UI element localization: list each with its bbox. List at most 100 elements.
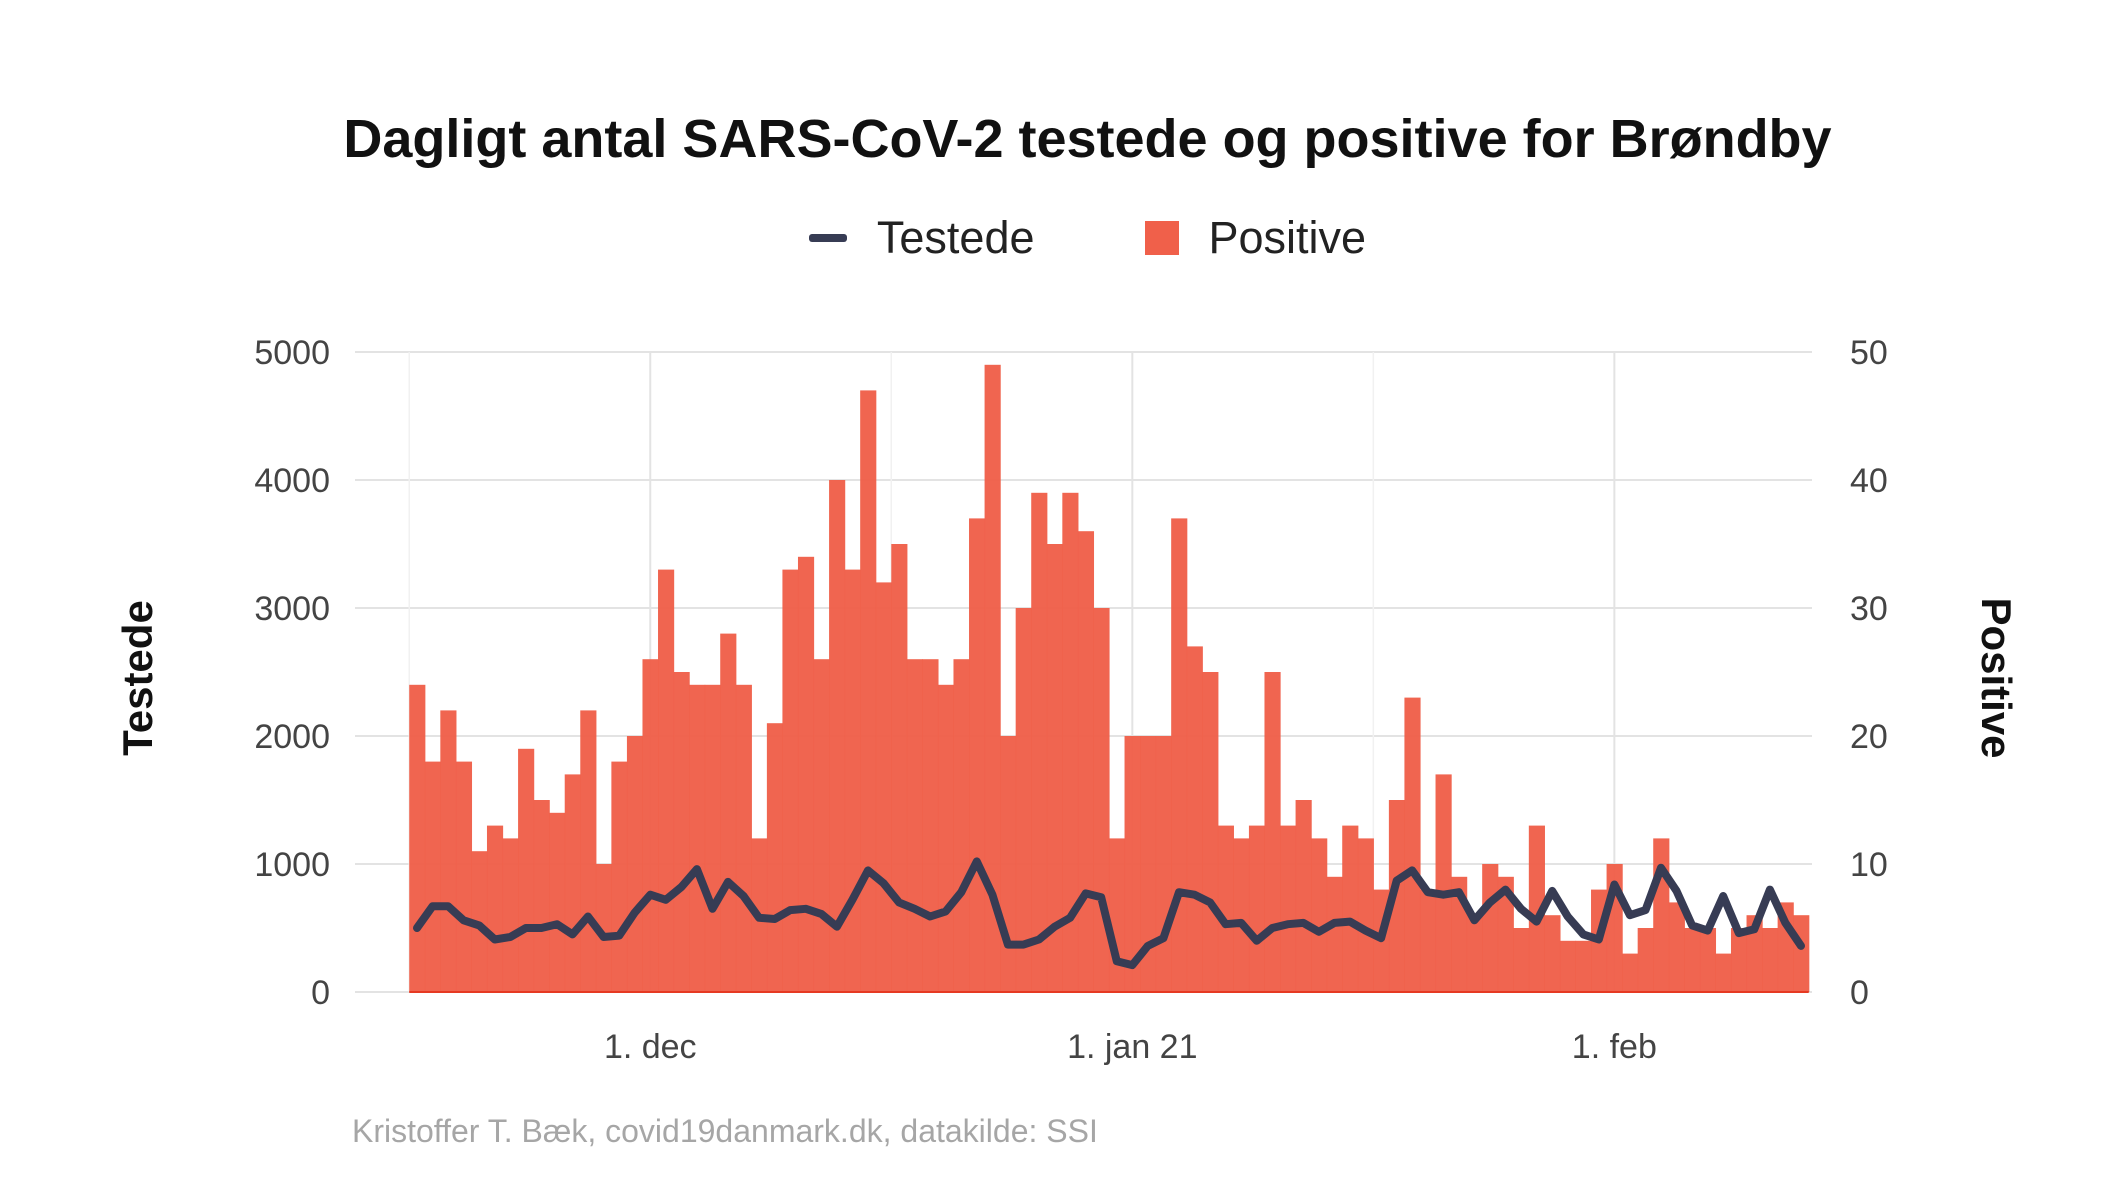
- bar-positive: [937, 684, 955, 992]
- bar-positive: [1544, 915, 1561, 992]
- bar-positive: [953, 659, 970, 992]
- bar-positive: [766, 723, 784, 992]
- x-tick-label: 1. jan 21: [1067, 1028, 1197, 1066]
- bar-positive: [1497, 876, 1514, 992]
- bar-positive: [626, 736, 644, 992]
- bar-positive: [1217, 825, 1234, 992]
- bar-positive: [1793, 915, 1810, 992]
- bar-positive: [1264, 672, 1281, 992]
- bar-positive: [704, 684, 721, 992]
- bar-positive: [891, 544, 908, 992]
- bar-positive: [1124, 736, 1141, 992]
- bar-positive: [1746, 915, 1763, 992]
- bar-positive: [1000, 736, 1017, 992]
- bar-positive: [829, 480, 846, 992]
- y-axis-title-left: Testede: [114, 600, 161, 756]
- bar-positive: [1202, 672, 1219, 992]
- bar-positive: [1684, 928, 1701, 992]
- bar-positive: [1186, 646, 1203, 992]
- bar-positive: [1715, 953, 1732, 992]
- bar-positive: [1077, 531, 1095, 992]
- bar-positive: [689, 684, 706, 992]
- axis-labels: 0 1000 2000 3000 4000 5000 0 10 20 30 40 50 1. dec 1.…: [254, 334, 1887, 1066]
- bar-positive: [673, 672, 690, 992]
- bar-positive: [1653, 838, 1670, 992]
- y-tick-label-left: 5000: [254, 334, 330, 372]
- x-tick-label: 1. dec: [604, 1028, 697, 1066]
- bar-positive: [1730, 928, 1748, 992]
- bar-positive: [860, 390, 877, 992]
- bar-positive: [549, 812, 566, 992]
- bar-positive: [533, 800, 550, 992]
- caption: Kristoffer T. Bæk, covid19danmark.dk, da…: [352, 1113, 1098, 1149]
- bar-positive: [969, 518, 986, 992]
- y-axis-title-right: Positive: [1973, 597, 2020, 758]
- bar-positive: [1388, 800, 1406, 992]
- bar-positive: [875, 582, 892, 992]
- bar-positive: [1559, 940, 1577, 992]
- bar-positive: [1466, 915, 1483, 992]
- legend-label-positive: Positive: [1208, 212, 1367, 263]
- legend-item-testede: Testede: [808, 212, 1035, 264]
- bar-positive: [735, 684, 752, 992]
- bar-positive: [595, 864, 612, 992]
- testede-line: [413, 857, 1805, 970]
- bar-positive: [1575, 940, 1592, 992]
- y-tick-label-left: 4000: [254, 462, 330, 500]
- x-tick-label: 1. feb: [1572, 1028, 1657, 1066]
- bar-positive: [1699, 928, 1717, 992]
- legend-label-testede: Testede: [876, 212, 1035, 263]
- bar-positive: [1248, 825, 1266, 992]
- y-tick-label-left: 1000: [254, 846, 330, 884]
- bar-positive: [1342, 825, 1359, 992]
- positive-bars: [409, 364, 1810, 993]
- bar-positive: [1326, 876, 1343, 992]
- bar-positive: [1295, 800, 1312, 992]
- y-tick-label-left: 2000: [254, 718, 330, 756]
- bar-positive: [564, 774, 581, 992]
- bar-positive: [813, 659, 830, 992]
- bar-positive: [1062, 492, 1079, 992]
- bar-positive: [1031, 492, 1048, 992]
- bar-positive: [1108, 838, 1126, 992]
- chart-title: Dagligt antal SARS-CoV-2 testede og posi…: [343, 109, 1832, 169]
- bar-positive: [611, 761, 628, 992]
- bar-positive: [1404, 697, 1421, 992]
- bar-positive: [1637, 928, 1654, 992]
- bar-positive: [518, 748, 535, 992]
- y-tick-label-right: 20: [1850, 718, 1888, 756]
- bar-positive: [922, 659, 939, 992]
- bar-positive: [409, 684, 426, 992]
- bar-positive: [984, 364, 1001, 992]
- bar-positive: [642, 659, 659, 992]
- bar-positive: [782, 569, 799, 992]
- bar-positive: [455, 761, 473, 992]
- bar-positive: [1528, 825, 1545, 992]
- y-tick-label-left: 0: [311, 974, 330, 1012]
- bar-positive: [658, 569, 675, 992]
- bar-positive: [906, 659, 923, 992]
- bar-positive: [1419, 889, 1437, 992]
- bar-positive: [797, 556, 815, 992]
- legend: Testede Positive: [0, 212, 2125, 264]
- y-tick-label-left: 3000: [254, 590, 330, 628]
- bar-positive: [1171, 518, 1188, 992]
- bar-positive: [580, 710, 597, 992]
- bar-positive: [1140, 736, 1157, 992]
- bar-positive: [1015, 608, 1032, 992]
- bar-positive: [1357, 838, 1374, 992]
- y-tick-label-right: 50: [1850, 334, 1888, 372]
- bar-positive: [1513, 928, 1530, 992]
- bar-positive: [1668, 902, 1685, 992]
- bar-positive: [1762, 928, 1779, 992]
- bar-positive: [1311, 838, 1328, 992]
- bar-positive: [1280, 825, 1297, 992]
- bar-positive: [424, 761, 441, 992]
- bar-positive: [486, 825, 504, 992]
- bar-positive: [1482, 864, 1499, 992]
- bar-positive: [1046, 544, 1063, 992]
- bar-positive: [1622, 953, 1639, 992]
- legend-line-swatch: [808, 234, 847, 242]
- bar-positive: [440, 710, 457, 992]
